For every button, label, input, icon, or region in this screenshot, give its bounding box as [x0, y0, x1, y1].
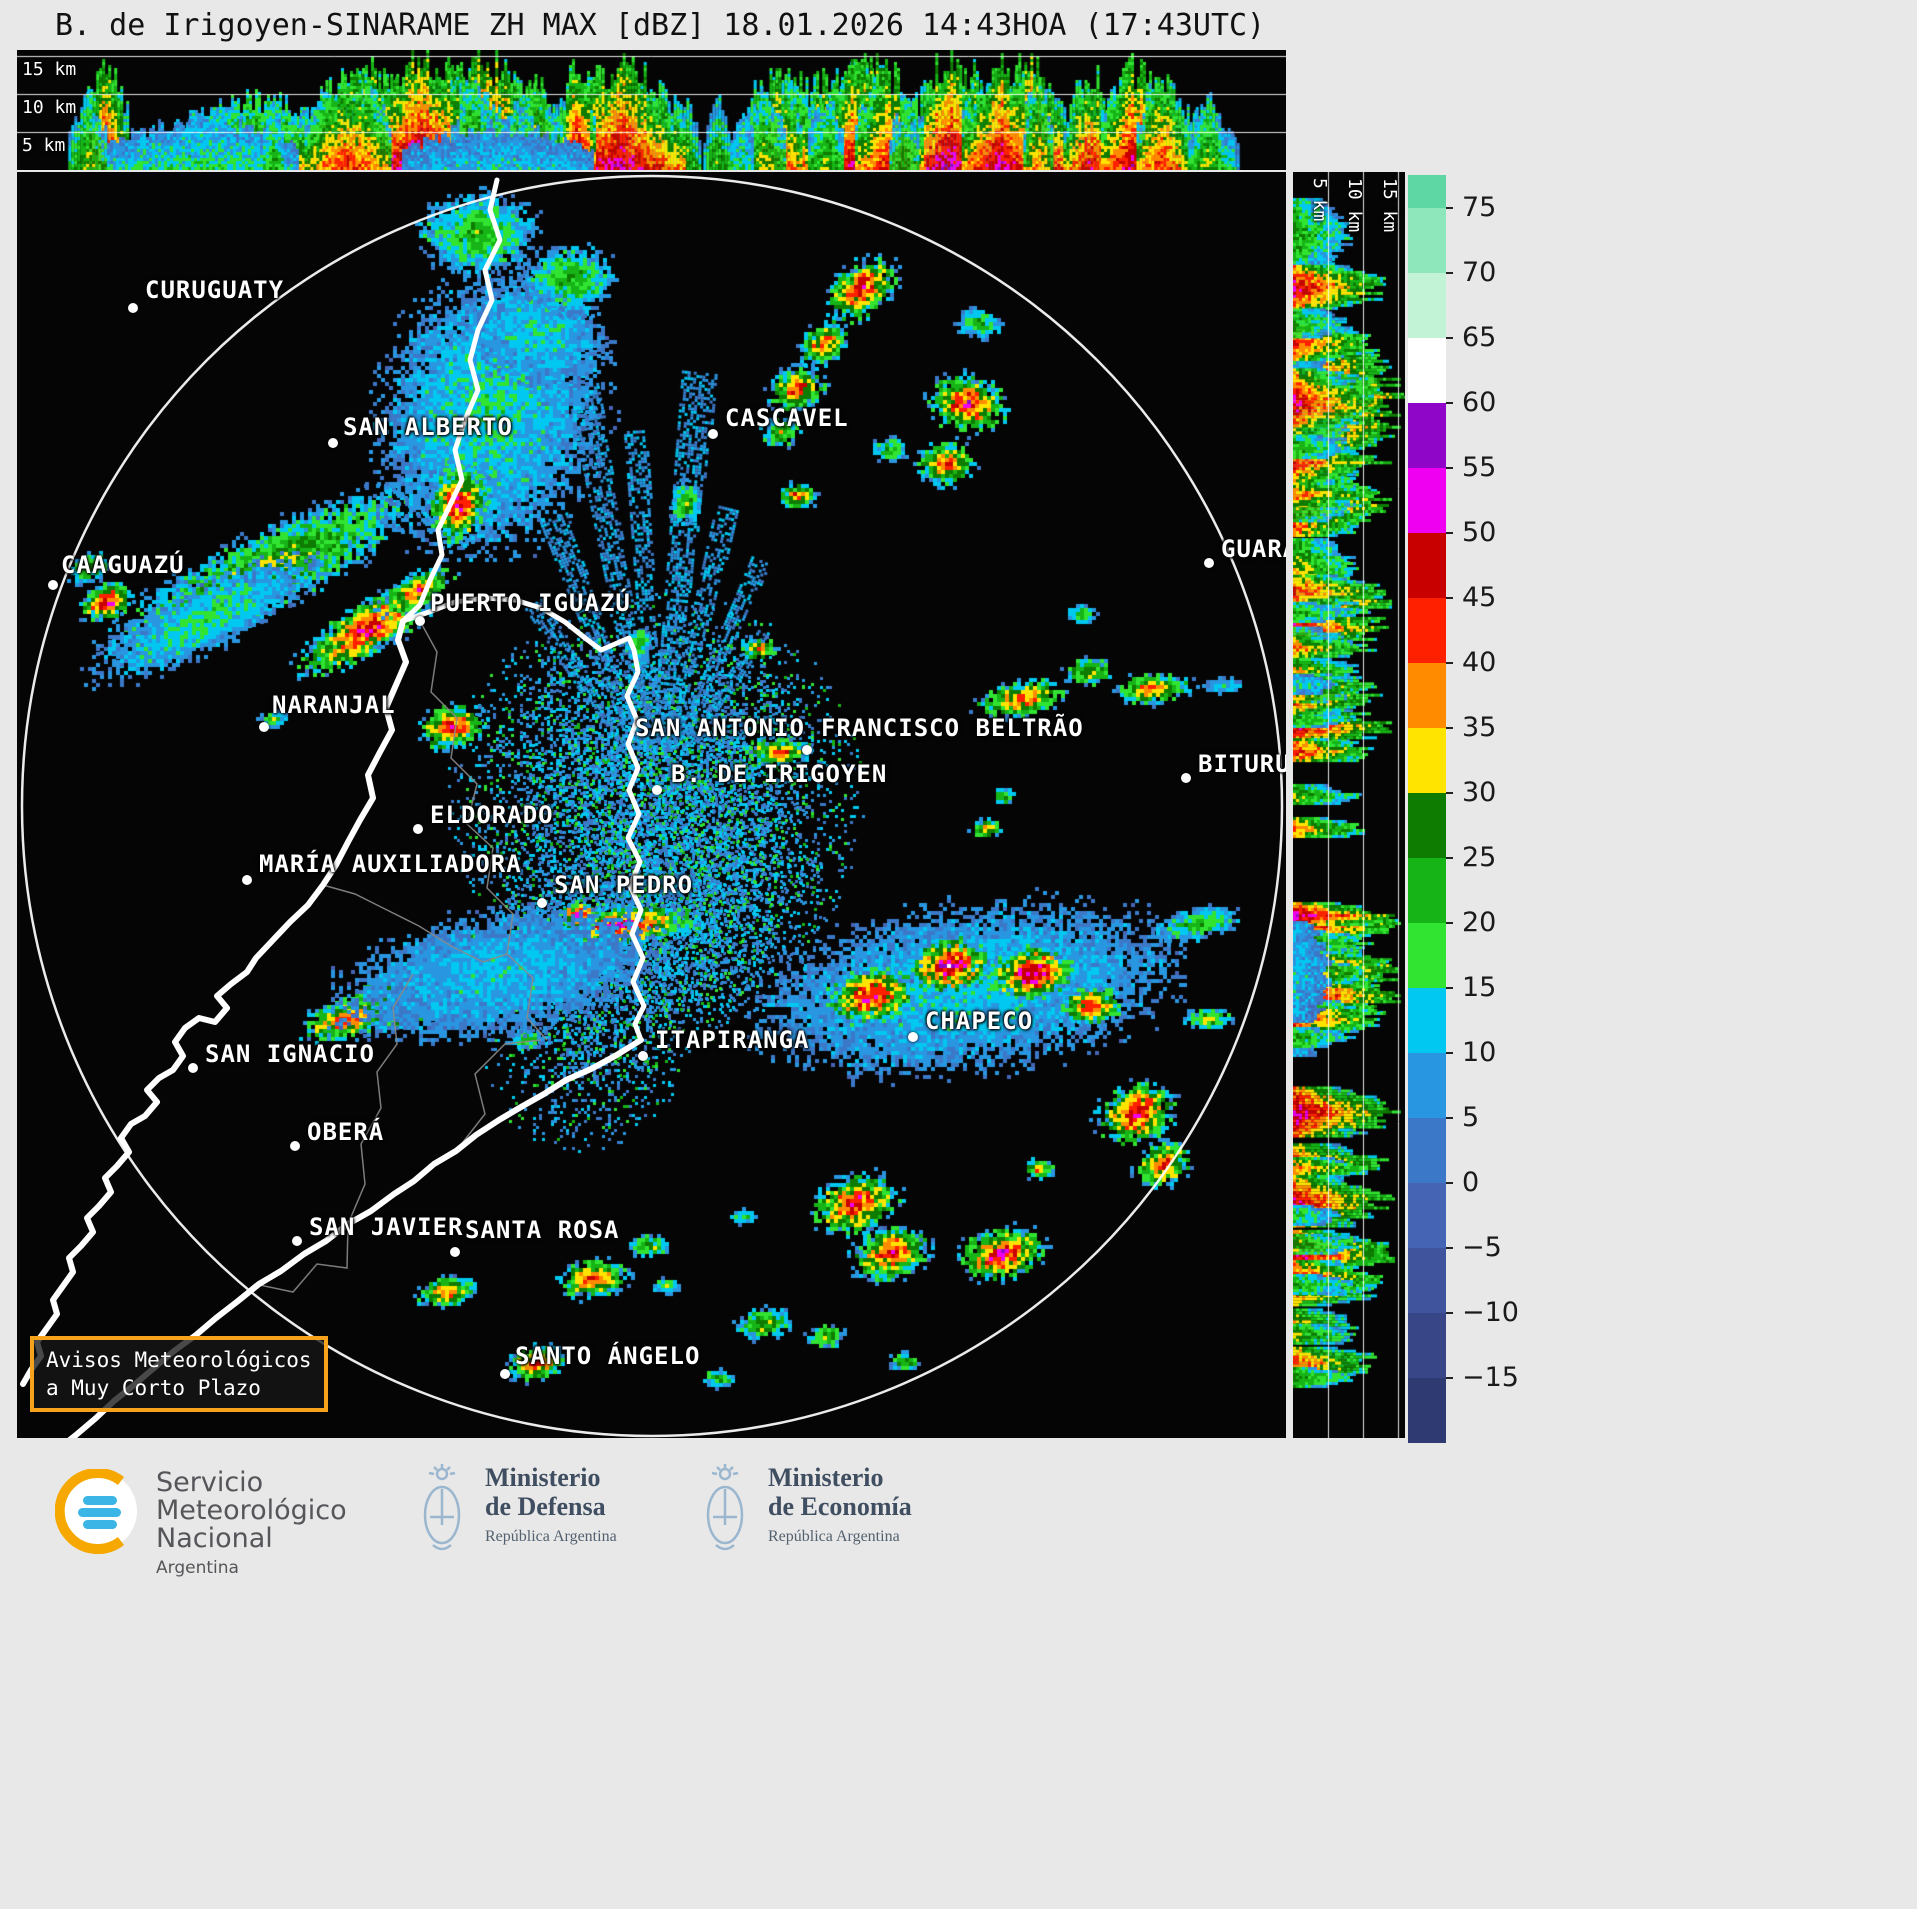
radar-echo-canvas — [17, 172, 1286, 1438]
top-cross-section-panel: 15 km 10 km 5 km — [17, 50, 1286, 170]
colorbar-segment — [1408, 175, 1446, 208]
colorbar-segment — [1408, 467, 1446, 533]
colorbar-tick — [1446, 401, 1453, 404]
smn-name-line1: Servicio — [156, 1467, 264, 1498]
smn-country: Argentina — [156, 1558, 239, 1578]
colorbar-tick — [1446, 1311, 1453, 1314]
colorbar-tick — [1446, 206, 1453, 209]
colorbar-tick-label: 75 — [1462, 191, 1497, 223]
altitude-label: 10 km — [1344, 178, 1365, 233]
colorbar-tick — [1446, 986, 1453, 989]
ministry-defensa-text: Ministerio de Defensa República Argentin… — [485, 1463, 617, 1546]
colorbar-tick-label: 65 — [1462, 321, 1497, 353]
colorbar-tick — [1446, 791, 1453, 794]
colorbar-tick — [1446, 856, 1453, 859]
colorbar-segment — [1408, 857, 1446, 923]
colorbar-tick — [1446, 466, 1453, 469]
colorbar-tick — [1446, 661, 1453, 664]
coat-of-arms-icon — [423, 1464, 461, 1551]
warning-line-2: a Muy Corto Plazo — [46, 1376, 261, 1400]
colorbar-segment — [1408, 402, 1446, 468]
altitude-label: 5 km — [22, 135, 66, 156]
smn-brand: Servicio Meteorológico Nacional Argentin… — [55, 1469, 347, 1578]
colorbar-tick-label: 35 — [1462, 711, 1497, 743]
colorbar-tick — [1446, 336, 1453, 339]
defensa-line3: República Argentina — [485, 1528, 617, 1545]
colorbar-tick-label: 5 — [1462, 1101, 1480, 1133]
colorbar-tick — [1446, 271, 1453, 274]
altitude-label: 5 km — [1309, 178, 1330, 222]
colorbar-segment — [1408, 987, 1446, 1053]
colorbar-tick — [1446, 531, 1453, 534]
colorbar-segment — [1408, 922, 1446, 988]
economia-line1: Ministerio — [768, 1463, 884, 1492]
radar-map-panel: CURUGUATY SAN ALBERTO CASCAVEL CAAGUAZÚ PUER… — [17, 172, 1286, 1438]
colorbar-segment — [1408, 532, 1446, 598]
colorbar-tick — [1446, 921, 1453, 924]
colorbar-segment — [1408, 727, 1446, 793]
footer: Servicio Meteorológico Nacional Argentin… — [0, 1455, 1917, 1705]
colorbar-tick-label: 40 — [1462, 646, 1497, 678]
colorbar-tick-label: 10 — [1462, 1036, 1497, 1068]
colorbar-tick-label: 70 — [1462, 256, 1497, 288]
page-title: B. de Irigoyen-SINARAME ZH MAX [dBZ] 18.… — [55, 8, 1266, 43]
ministry-economia-text: Ministerio de Economía República Argenti… — [768, 1463, 912, 1546]
warning-box[interactable]: Avisos Meteorológicos a Muy Corto Plazo — [30, 1336, 328, 1412]
colorbar-tick-label: 45 — [1462, 581, 1497, 613]
altitude-label: 15 km — [1379, 178, 1400, 233]
smn-logo-icon — [55, 1469, 137, 1554]
colorbar-tick-label: 60 — [1462, 386, 1497, 418]
economia-line2: de Economía — [768, 1492, 912, 1521]
right-cross-section-canvas — [1293, 172, 1405, 1438]
defensa-line1: Ministerio — [485, 1463, 601, 1492]
colorbar-tick-label: 55 — [1462, 451, 1497, 483]
colorbar-tick-label: 20 — [1462, 906, 1497, 938]
colorbar-segment — [1408, 1117, 1446, 1183]
top-cross-section-canvas — [17, 50, 1286, 170]
colorbar-segment — [1408, 1312, 1446, 1378]
smn-name-line2: Meteorológico — [156, 1495, 347, 1526]
smn-name-line3: Nacional — [156, 1523, 273, 1554]
altitude-label: 15 km — [22, 59, 77, 80]
warning-line-1: Avisos Meteorológicos — [46, 1348, 312, 1372]
ministry-defensa-brand: Ministerio de Defensa República Argentin… — [415, 1463, 617, 1555]
colorbar-segment — [1408, 1247, 1446, 1313]
defensa-line2: de Defensa — [485, 1492, 606, 1521]
colorbar-tick — [1446, 726, 1453, 729]
colorbar-segment — [1408, 792, 1446, 858]
right-cross-section-panel: 5 km 10 km 15 km — [1293, 172, 1405, 1438]
colorbar-segment — [1408, 1052, 1446, 1118]
colorbar-tick — [1446, 1246, 1453, 1249]
colorbar-segment — [1408, 1182, 1446, 1248]
dbz-colorbar: 75 70 65 60 55 50 45 40 35 30 25 20 15 10 5 0 −5 −10 −15 — [1408, 175, 1519, 1443]
colorbar-tick-label: 0 — [1462, 1166, 1480, 1198]
colorbar-tick — [1446, 596, 1453, 599]
ministry-economia-brand: Ministerio de Economía República Argenti… — [698, 1463, 912, 1555]
colorbar-tick — [1446, 1051, 1453, 1054]
colorbar-tick-label: −5 — [1462, 1231, 1502, 1263]
colorbar-segment — [1408, 272, 1446, 338]
colorbar-tick — [1446, 1181, 1453, 1184]
colorbar-tick-label: 15 — [1462, 971, 1497, 1003]
coat-of-arms-icon — [706, 1464, 744, 1551]
colorbar-tick — [1446, 1116, 1453, 1119]
colorbar-segment — [1408, 662, 1446, 728]
economia-line3: República Argentina — [768, 1528, 900, 1545]
colorbar-tick-label: −15 — [1462, 1361, 1519, 1393]
colorbar-segment — [1408, 1377, 1446, 1443]
altitude-label: 10 km — [22, 97, 77, 118]
colorbar-segment — [1408, 337, 1446, 403]
colorbar-tick — [1446, 1376, 1453, 1379]
colorbar-segment — [1408, 597, 1446, 663]
colorbar-segment — [1408, 207, 1446, 273]
smn-text: Servicio Meteorológico Nacional Argentin… — [156, 1467, 347, 1579]
colorbar-tick-label: 50 — [1462, 516, 1497, 548]
colorbar-tick-label: 25 — [1462, 841, 1497, 873]
colorbar-tick-label: −10 — [1462, 1296, 1519, 1328]
colorbar-tick-label: 30 — [1462, 776, 1497, 808]
